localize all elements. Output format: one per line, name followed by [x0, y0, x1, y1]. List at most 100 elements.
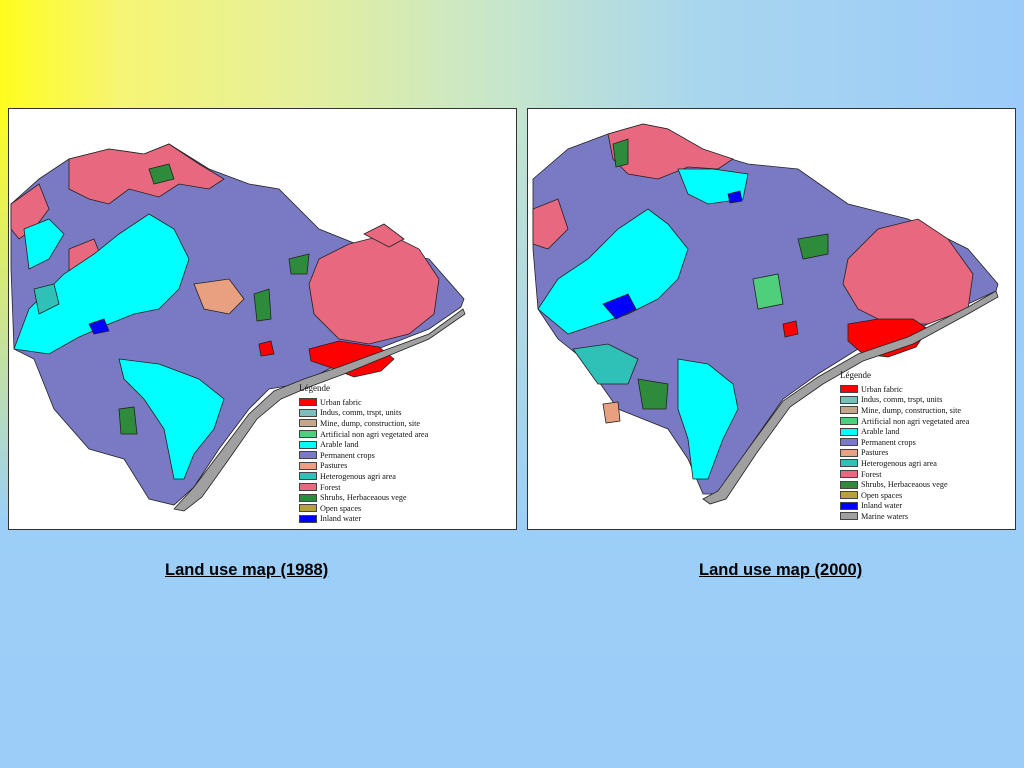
map-region-forest-north	[607, 123, 734, 180]
map-region-inland-water	[88, 318, 110, 335]
legend-swatch	[840, 395, 858, 404]
legend-item: Arable land	[840, 426, 969, 437]
legend-swatch	[299, 483, 317, 492]
legend-label: Mine, dump, construction, site	[861, 405, 962, 415]
legend-item: Indus, comm, trspt, units	[299, 408, 428, 419]
map-region-heterogenous	[572, 343, 639, 385]
legend-label: Artificial non agri vegetated area	[320, 429, 429, 439]
legend-swatch	[840, 427, 858, 436]
map-region-arable-south	[677, 358, 739, 480]
map-caption-1988: Land use map (1988)	[165, 561, 329, 579]
legend-item: Shrubs, Herbaceaous vege	[840, 479, 969, 490]
legend-item: Permanent crops	[840, 437, 969, 448]
legend-label: Open spaces	[861, 490, 903, 500]
legend-label: Marine waters	[861, 511, 909, 521]
legend-swatch	[840, 448, 858, 457]
legend-title: Légende	[840, 370, 871, 380]
map-region-urban-east	[847, 318, 929, 358]
legend-label: Open spaces	[320, 503, 362, 513]
map-region-inland-water	[602, 293, 637, 320]
legend-swatch	[840, 480, 858, 489]
legend-swatch	[840, 406, 858, 415]
legend-item: Pastures	[840, 448, 969, 459]
legend-label: Heterogenous agri area	[320, 471, 396, 481]
legend-item: Open spaces	[840, 490, 969, 501]
legend-item: Shrubs, Herbaceaous vege	[299, 492, 428, 503]
legend-item: Urban fabric	[840, 384, 969, 395]
legend-item: Heterogenous agri area	[840, 458, 969, 469]
legend-swatch	[840, 385, 858, 394]
legend-item: Forest	[299, 482, 428, 493]
legend-swatch	[299, 461, 317, 470]
map-region-shrubs-1	[148, 163, 175, 185]
legend-label: Inland water	[861, 501, 903, 511]
legend-label: Artificial non agri vegetated area	[861, 416, 970, 426]
legend-item: Inland water	[840, 501, 969, 512]
map-region-shrubs-1	[612, 138, 629, 168]
legend-label: Shrubs, Herbaceaous vege	[320, 493, 407, 503]
map-region-forest-north	[68, 143, 225, 205]
legend-swatch	[840, 512, 858, 521]
map-region-coast	[702, 290, 999, 505]
legend-item: Arable land	[299, 439, 428, 450]
map-region-forest-mid	[363, 223, 405, 248]
legend-swatch	[299, 408, 317, 417]
map-region-arable-north	[23, 218, 65, 270]
legend-swatch	[299, 398, 317, 407]
legend-label: Arable land	[320, 440, 359, 450]
legend-swatch	[299, 430, 317, 439]
legend-swatch	[299, 440, 317, 449]
legend-item: Heterogenous agri area	[299, 471, 428, 482]
map-region-arable-south	[118, 358, 225, 480]
legend-label: Forest	[861, 469, 882, 479]
map-region-shrubs-3	[118, 406, 138, 435]
legend-swatch	[840, 459, 858, 468]
legend-swatch	[299, 451, 317, 460]
legend-item: Inland water	[299, 514, 428, 525]
map-region-coast	[173, 308, 466, 512]
land-use-map-1988	[10, 143, 466, 512]
legend-swatch	[840, 491, 858, 500]
legend-label: Arable land	[861, 427, 900, 437]
land-use-map-2000	[532, 123, 999, 505]
map-region-shrubs-3	[797, 233, 829, 260]
legend-title: Légende	[299, 383, 330, 393]
legend-label: Permanent crops	[861, 437, 916, 447]
legend-label: Pastures	[861, 448, 889, 458]
map-region-heterogenous	[33, 283, 60, 315]
legend-swatch	[840, 501, 858, 510]
legend-label: Indus, comm, trspt, units	[861, 395, 943, 405]
legend-item: Pastures	[299, 461, 428, 472]
legend-swatch	[299, 472, 317, 481]
legend-label: Pastures	[320, 461, 348, 471]
legend-swatch	[840, 470, 858, 479]
map-panel-2000: Légende Urban fabric Indus, comm, trspt, …	[527, 108, 1016, 530]
map-legend-1988: Légende Urban fabric Indus, comm, trspt, …	[299, 383, 428, 524]
map-legend-2000: Légende Urban fabric Indus, comm, trspt, …	[840, 370, 969, 522]
legend-label: Permanent crops	[320, 450, 375, 460]
legend-label: Indus, comm, trspt, units	[320, 408, 402, 418]
map-region-arable-west	[13, 213, 190, 355]
legend-swatch	[299, 504, 317, 513]
map-region-inland-water-2	[727, 190, 743, 204]
map-region-arable-west	[537, 208, 689, 335]
map-region-artificial	[752, 273, 784, 310]
map-region-shrubs-2	[253, 288, 272, 322]
map-region-pastures	[602, 401, 621, 424]
legend-item: Urban fabric	[299, 397, 428, 408]
legend-swatch	[299, 419, 317, 428]
legend-label: Urban fabric	[861, 384, 903, 394]
legend-swatch	[840, 417, 858, 426]
legend-item: Artificial non agri vegetated area	[840, 416, 969, 427]
map-region-shrubs-2	[637, 378, 669, 410]
map-panel-1988: Légende Urban fabric Indus, comm, trspt, …	[8, 108, 517, 530]
legend-item: Permanent crops	[299, 450, 428, 461]
legend-swatch	[299, 514, 317, 523]
legend-item: Mine, dump, construction, site	[299, 418, 428, 429]
legend-item: Open spaces	[299, 503, 428, 514]
legend-rows: Urban fabric Indus, comm, trspt, units Min…	[299, 397, 428, 524]
map-region-pastures	[193, 278, 245, 315]
legend-swatch	[840, 438, 858, 447]
map-region-urban-small	[258, 340, 275, 357]
legend-label: Heterogenous agri area	[861, 458, 937, 468]
